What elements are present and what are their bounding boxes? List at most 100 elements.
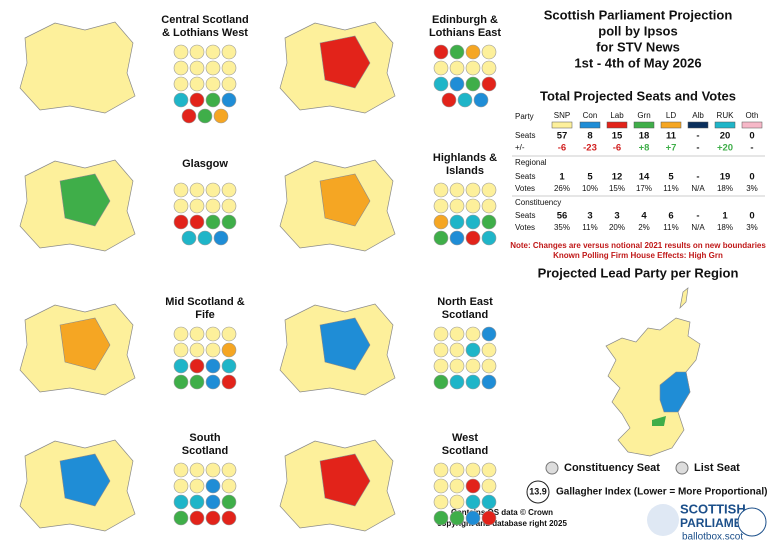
table-cell: 5	[668, 172, 674, 183]
region-name: Scotland	[442, 309, 488, 321]
seat-dot	[205, 326, 221, 342]
party-name: Alb	[692, 111, 704, 120]
table-cell: -	[696, 143, 699, 154]
region-map-area	[59, 453, 111, 507]
party-name: RUK	[717, 111, 735, 120]
seat-dot	[481, 326, 497, 342]
seat-dot	[213, 108, 229, 124]
seat-dot	[433, 60, 449, 76]
region-map-area	[319, 317, 371, 371]
seat-dot	[189, 326, 205, 342]
seat-dot	[197, 230, 213, 246]
table-cell: 1	[722, 211, 728, 222]
table-cell: -	[696, 211, 699, 222]
seat-dot	[465, 230, 481, 246]
note: Known Polling Firm House Effects: High G…	[553, 251, 723, 260]
seat-dot	[481, 230, 497, 246]
region-name: Fife	[195, 309, 215, 321]
seat-dot	[449, 60, 465, 76]
seat-dot	[189, 510, 205, 526]
party-name: LD	[666, 111, 676, 120]
table-cell: 12	[612, 172, 623, 183]
title-line: for STV News	[596, 39, 680, 54]
seat-dot	[481, 60, 497, 76]
lead-map-region	[652, 416, 666, 426]
seat-dot	[481, 478, 497, 494]
table-cell: 3	[614, 211, 619, 222]
seat-dot	[189, 462, 205, 478]
seat-dot	[473, 92, 489, 108]
seat-dot	[465, 494, 481, 510]
party-name: Oth	[746, 111, 759, 120]
region-map-area	[59, 173, 111, 227]
seat-dot	[481, 182, 497, 198]
party-swatch	[579, 121, 601, 129]
seat-dot	[205, 92, 221, 108]
table-cell: 15%	[609, 184, 625, 193]
seat-dot	[449, 374, 465, 390]
seat-dot	[465, 326, 481, 342]
seat-dot	[189, 494, 205, 510]
party-swatch	[714, 121, 736, 129]
table-cell: -	[696, 131, 699, 142]
seat-dot	[197, 108, 213, 124]
party-name: SNP	[554, 111, 570, 120]
seat-dot	[433, 230, 449, 246]
table-cell: 3%	[746, 223, 758, 232]
seat-dot	[449, 342, 465, 358]
seat-dot	[449, 182, 465, 198]
logo-text: SCOTTISH	[680, 501, 746, 516]
seat-dot	[433, 462, 449, 478]
table-cell: +7	[666, 143, 677, 154]
seat-dot	[189, 182, 205, 198]
region-name: South	[189, 432, 220, 444]
seat-dot	[481, 462, 497, 478]
table-cell: +20	[717, 143, 733, 154]
seat-dot	[449, 510, 465, 526]
table-cell: 17%	[636, 184, 652, 193]
seat-dot	[173, 198, 189, 214]
table-cell: 18%	[717, 184, 733, 193]
seat-dot	[221, 478, 237, 494]
seat-dot	[481, 198, 497, 214]
seat-dot	[221, 214, 237, 230]
table-cell: -	[750, 143, 753, 154]
table-cell: -23	[583, 143, 597, 154]
table-cell: 6	[668, 211, 673, 222]
seat-dot	[465, 358, 481, 374]
table-cell: 26%	[554, 184, 570, 193]
table-cell: N/A	[691, 223, 705, 232]
table-cell: 3%	[746, 184, 758, 193]
party-swatch	[687, 121, 709, 129]
seat-dot	[189, 478, 205, 494]
region-name: Central Scotland	[161, 14, 248, 26]
region-map-area	[59, 317, 111, 371]
table-cell: N/A	[691, 184, 705, 193]
region: Glasgow	[19, 158, 237, 252]
regions: Central Scotland& Lothians West Edinburgh…	[19, 14, 501, 532]
seat-dot	[173, 182, 189, 198]
table-cell: -6	[558, 143, 566, 154]
seat-dot	[189, 214, 205, 230]
seat-dot	[213, 230, 229, 246]
seat-dot	[173, 60, 189, 76]
seat-dot	[221, 76, 237, 92]
seat-dot	[481, 358, 497, 374]
seat-dot	[433, 510, 449, 526]
legend-dot	[545, 461, 559, 475]
seat-dot	[221, 182, 237, 198]
row-label: Seats	[515, 172, 535, 181]
seat-dot	[205, 214, 221, 230]
seat-dot	[449, 494, 465, 510]
row-label: Votes	[515, 223, 535, 232]
seat-dot	[481, 494, 497, 510]
row-label: Seats	[515, 211, 535, 220]
legend: Constituency Seat List Seat 13.9 Gallagh…	[526, 461, 767, 504]
table-title: Total Projected Seats and Votes	[540, 88, 736, 103]
region-name: Lothians East	[429, 27, 501, 39]
seat-dot	[205, 462, 221, 478]
